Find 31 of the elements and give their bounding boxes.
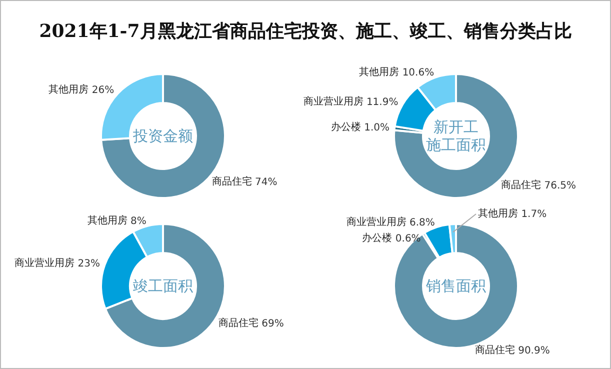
data-label: 6.8% [409, 216, 435, 228]
data-label: 69% [262, 318, 284, 330]
text: 2021年1-7月黑龙江省商品住宅投资、施工、竣工、销售分类占比 [38, 20, 573, 43]
text: 竣工面积 [133, 277, 193, 295]
slice-label: 商品住宅 [501, 180, 542, 192]
slice-label: 其他用房 [48, 84, 89, 96]
data-label: 1.7% [521, 208, 547, 220]
slice-label: 办公楼 [330, 122, 361, 134]
slice-label: 其他用房 [87, 216, 128, 227]
slice-label: 商品住宅 [474, 344, 515, 356]
slice-label: 办公楼 [362, 232, 392, 244]
data-label: 11.9% [366, 96, 398, 108]
slice-label: 商业营业用房 [14, 258, 75, 269]
data-label: 8% [130, 216, 146, 227]
data-label: 74% [255, 176, 278, 188]
data-label: 1.0% [364, 122, 390, 134]
data-label: 26% [92, 84, 114, 96]
slice-label: 其他用房 [478, 208, 518, 220]
data-label: 76.5% [544, 180, 576, 192]
slice-label: 其他用房 [359, 67, 400, 78]
slice-label: 商业营业用房 [303, 96, 364, 108]
text: 投资金额 [132, 127, 193, 145]
text: 新开工施工面积 [426, 118, 486, 154]
data-label: 90.9% [518, 344, 550, 356]
data-label: 23% [78, 258, 100, 269]
slice-label: 商品住宅 [212, 176, 252, 188]
data-label: 0.6% [395, 232, 421, 244]
data-label: 10.6% [402, 67, 434, 78]
slice-label: 商业营业用房 [346, 216, 406, 228]
slice-label: 商品住宅 [218, 318, 258, 330]
text: 销售面积 [425, 277, 486, 295]
